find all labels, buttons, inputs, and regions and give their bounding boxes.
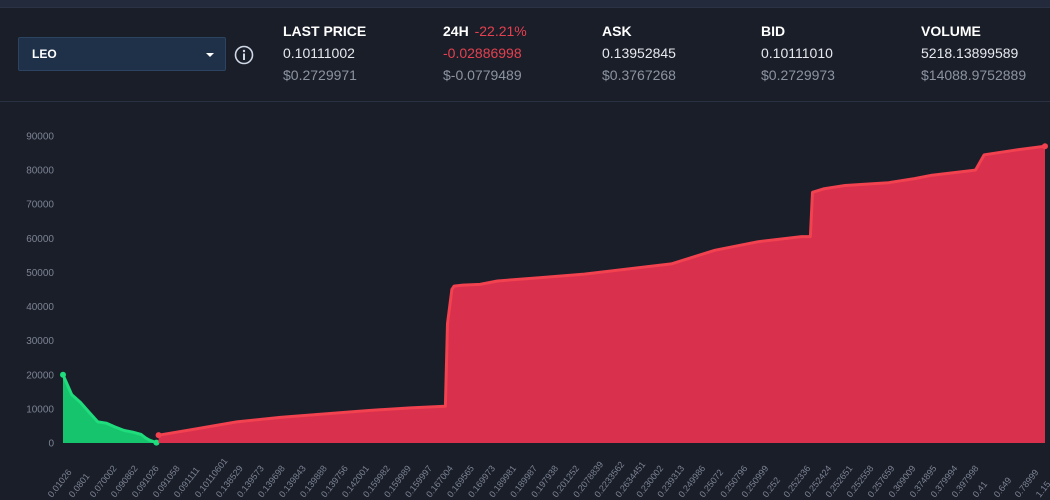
ask-label: ASK xyxy=(602,23,632,39)
ask-value: 0.13952845 xyxy=(602,45,676,61)
y-tick-label: 20000 xyxy=(26,370,54,381)
y-tick-label: 0 xyxy=(48,439,54,450)
volume-value: 5218.13899589 xyxy=(921,45,1019,61)
change-24h-usd: $-0.0779489 xyxy=(443,67,522,83)
stat-bid: BID 0.10111010 $0.2729973 xyxy=(761,20,835,86)
caret-down-icon xyxy=(206,53,214,57)
top-strip xyxy=(0,0,1050,8)
bid-label: BID xyxy=(761,23,786,39)
volume-label: VOLUME xyxy=(921,23,981,39)
ask-depth-line xyxy=(157,144,1047,437)
change-24h-percent: -22.21% xyxy=(474,23,527,39)
ask-depth-endpoint xyxy=(155,432,162,439)
y-tick-label: 50000 xyxy=(26,268,54,279)
ask-depth-endpoint xyxy=(1042,143,1048,150)
y-tick-label: 10000 xyxy=(26,404,54,415)
bid-depth-area xyxy=(63,374,157,443)
info-icon[interactable] xyxy=(234,45,254,65)
y-tick-label: 40000 xyxy=(26,302,54,313)
market-select-value: LEO xyxy=(32,47,57,61)
bid-usd: $0.2729973 xyxy=(761,67,835,83)
ask-depth-area xyxy=(158,146,1046,443)
last-price-value: 0.10111002 xyxy=(283,45,355,61)
volume-usd: $14088.9752889 xyxy=(921,67,1027,83)
last-price-usd: $0.2729971 xyxy=(283,67,357,83)
x-tick-label: 0.252 xyxy=(760,475,782,499)
change-24h-label: 24H xyxy=(443,23,469,39)
stat-last-price: LAST PRICE 0.10111002 $0.2729971 xyxy=(283,20,366,86)
market-select[interactable]: LEO xyxy=(18,37,226,71)
bid-depth-line xyxy=(61,373,158,445)
change-24h-value: -0.02886998 xyxy=(443,45,522,61)
bid-value: 0.10111010 xyxy=(761,45,833,61)
bid-depth-endpoint xyxy=(60,371,66,378)
y-tick-label: 70000 xyxy=(26,200,54,211)
y-tick-label: 80000 xyxy=(26,166,54,177)
x-tick-label: 0.649 xyxy=(992,475,1014,499)
bid-depth-endpoint xyxy=(153,439,160,446)
stat-volume: VOLUME 5218.13899589 $14088.9752889 xyxy=(921,20,1026,86)
stat-24h: 24H -22.21% -0.02886998 $-0.0779489 xyxy=(443,20,527,86)
last-price-label: LAST PRICE xyxy=(283,23,367,39)
y-tick-label: 30000 xyxy=(26,336,54,347)
y-tick-label: 60000 xyxy=(26,234,54,245)
header-divider xyxy=(0,101,1050,102)
y-tick-label: 90000 xyxy=(26,132,54,143)
x-tick-label: 0.41 xyxy=(971,479,990,499)
x-tick-label: 1.15 xyxy=(1034,479,1050,499)
ask-usd: $0.3767268 xyxy=(602,67,676,83)
stat-ask: ASK 0.13952845 $0.3767268 xyxy=(602,20,676,86)
depth-chart[interactable]: 0 10000 20000 30000 40000 50000 60000 70000 8000… xyxy=(0,102,1050,500)
